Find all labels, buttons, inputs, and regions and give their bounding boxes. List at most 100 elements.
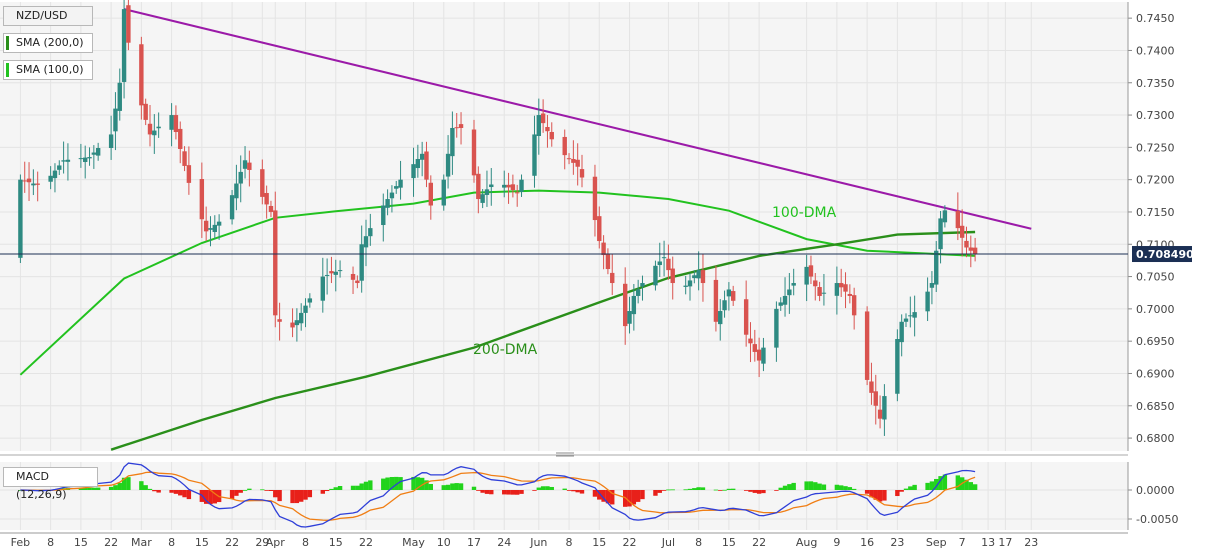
candle-body — [834, 283, 840, 296]
candle-body — [510, 184, 516, 190]
macd-histogram-bar — [813, 482, 818, 490]
macd-histogram-bar — [290, 490, 295, 504]
candle-body — [186, 165, 192, 183]
candle-body — [381, 205, 386, 226]
candle-body — [95, 148, 101, 156]
candle-body — [743, 299, 749, 335]
candle-body — [126, 5, 131, 43]
candle-body — [912, 312, 917, 318]
sma100-swatch — [6, 63, 9, 77]
macd-histogram-bar — [756, 490, 762, 494]
candle-body — [359, 244, 364, 281]
x-tick-label: 8 — [566, 536, 573, 549]
candle-body — [476, 173, 481, 200]
candle-body — [713, 279, 719, 322]
candle-body — [26, 178, 32, 183]
legend-macd[interactable]: MACD (12,26,9) — [3, 467, 98, 501]
candle-body — [683, 285, 688, 287]
macd-histogram-bar — [934, 478, 939, 490]
candle-body — [955, 211, 961, 229]
macd-histogram-bar — [968, 482, 973, 490]
candle-body — [817, 287, 822, 296]
macd-histogram-bar — [333, 487, 338, 490]
candle-body — [782, 295, 788, 305]
candle-body — [368, 228, 373, 237]
last-price-tag — [1132, 246, 1192, 263]
legend-sma200[interactable]: SMA (200,0) — [3, 33, 93, 53]
candle-body — [774, 308, 779, 348]
candle-body — [562, 136, 567, 156]
candle-body — [640, 283, 645, 287]
x-tick-label: 15 — [592, 536, 606, 549]
annotation-100-dma: 100-DMA — [772, 205, 837, 221]
x-tick-label: 17 — [998, 536, 1012, 549]
macd-histogram-bar — [549, 486, 554, 490]
macd-histogram-bar — [385, 477, 390, 490]
candle-body — [324, 274, 330, 276]
y-tick-label: 0.6950 — [1136, 335, 1175, 348]
macd-histogram-bar — [113, 485, 118, 490]
macd-histogram-bar — [635, 490, 641, 502]
candle-body — [385, 199, 390, 208]
candle-body — [519, 179, 524, 192]
macd-histogram-bar — [268, 490, 274, 491]
candle-body — [869, 381, 874, 393]
y-tick-label: 0.6800 — [1136, 432, 1175, 445]
macd-histogram-bar — [869, 490, 874, 498]
candle-body — [687, 280, 693, 287]
candle-body — [566, 158, 572, 160]
candle-body — [173, 115, 179, 133]
candle-body — [623, 283, 628, 327]
candle-body — [445, 153, 451, 177]
macd-histogram-bar — [169, 490, 174, 493]
y-tick-label: 0.7200 — [1136, 174, 1175, 187]
x-tick-label: 13 — [981, 536, 995, 549]
x-tick-label: 17 — [467, 536, 481, 549]
macd-histogram-bar — [264, 490, 269, 491]
macd-histogram-bar — [203, 490, 209, 504]
sma100-label: SMA (100,0) — [16, 63, 84, 76]
y-tick-label: 0.7450 — [1136, 12, 1175, 25]
macd-histogram-bar — [687, 488, 693, 490]
candle-body — [121, 9, 127, 82]
sma100-line — [19, 189, 976, 376]
macd-histogram-bar — [441, 485, 446, 490]
macd-histogram-bar — [238, 490, 243, 493]
macd-histogram-bar — [299, 490, 304, 502]
macd-histogram-bar — [178, 490, 183, 496]
candle-body — [337, 270, 343, 272]
candle-body — [929, 283, 935, 288]
candle-body — [216, 221, 222, 226]
candle-body — [428, 182, 433, 206]
macd-histogram-bar — [731, 488, 736, 490]
macd-histogram-bar — [661, 490, 667, 491]
macd-histogram-bar — [126, 477, 131, 490]
candle-body — [506, 184, 511, 188]
x-tick-label: Aug — [796, 536, 817, 549]
y-tick-label: 0.7400 — [1136, 44, 1175, 57]
macd-histogram-bar — [912, 484, 917, 490]
candle-body — [268, 205, 274, 212]
candle-body — [78, 158, 84, 160]
x-tick-label: 15 — [74, 536, 88, 549]
candle-body — [454, 127, 459, 129]
macd-histogram-bar — [778, 487, 783, 490]
macd-histogram-bar — [324, 490, 330, 492]
macd-histogram-bar — [895, 490, 900, 497]
candle-body — [895, 339, 900, 394]
macd-histogram-bar — [458, 483, 464, 490]
candle-body — [489, 184, 494, 188]
legend-symbol[interactable]: NZD/USD — [3, 6, 93, 26]
candle-body — [234, 183, 239, 199]
candle-body — [843, 284, 848, 292]
macd-histogram-bar — [908, 486, 913, 490]
candle-body — [411, 164, 416, 179]
legend-sma100[interactable]: SMA (100,0) — [3, 60, 93, 80]
macd-histogram-bar — [121, 477, 127, 490]
macd-histogram-bar — [368, 480, 373, 490]
candle-body — [18, 179, 23, 258]
candle-body — [813, 280, 818, 287]
macd-histogram-bar — [536, 487, 541, 490]
macd-histogram-bar — [610, 490, 615, 505]
